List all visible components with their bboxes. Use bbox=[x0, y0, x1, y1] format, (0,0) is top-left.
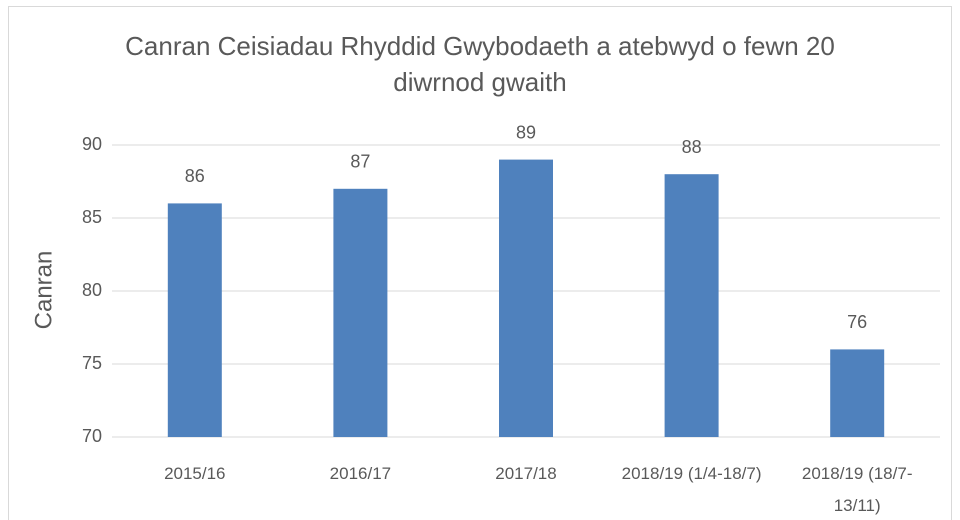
x-tick-label: 2016/17 bbox=[329, 464, 392, 483]
y-tick-label: 75 bbox=[82, 353, 102, 373]
bar bbox=[167, 203, 222, 437]
y-tick-label: 90 bbox=[82, 134, 102, 154]
bar bbox=[830, 349, 885, 437]
y-axis-label: Canran bbox=[30, 251, 57, 330]
data-label: 89 bbox=[516, 122, 536, 142]
y-tick-label: 80 bbox=[82, 280, 102, 300]
x-tick-label: 2018/19 (1/4-18/7) bbox=[621, 464, 762, 483]
x-tick-label: 2018/19 (18/7-13/11) bbox=[801, 464, 913, 515]
data-label: 88 bbox=[682, 137, 702, 157]
bar bbox=[333, 188, 388, 437]
chart-title: Canran Ceisiadau Rhyddid Gwybodaeth a at… bbox=[125, 31, 835, 97]
data-label: 76 bbox=[847, 312, 867, 332]
chart-frame bbox=[8, 6, 952, 520]
y-tick-label: 85 bbox=[82, 207, 102, 227]
data-label: 86 bbox=[185, 166, 205, 186]
bar bbox=[499, 159, 553, 437]
x-tick-label: 2015/16 bbox=[164, 464, 226, 483]
y-tick-label: 70 bbox=[82, 426, 102, 446]
x-tick-label: 2017/18 bbox=[495, 464, 557, 483]
data-label: 87 bbox=[350, 152, 370, 172]
bar bbox=[664, 174, 719, 437]
